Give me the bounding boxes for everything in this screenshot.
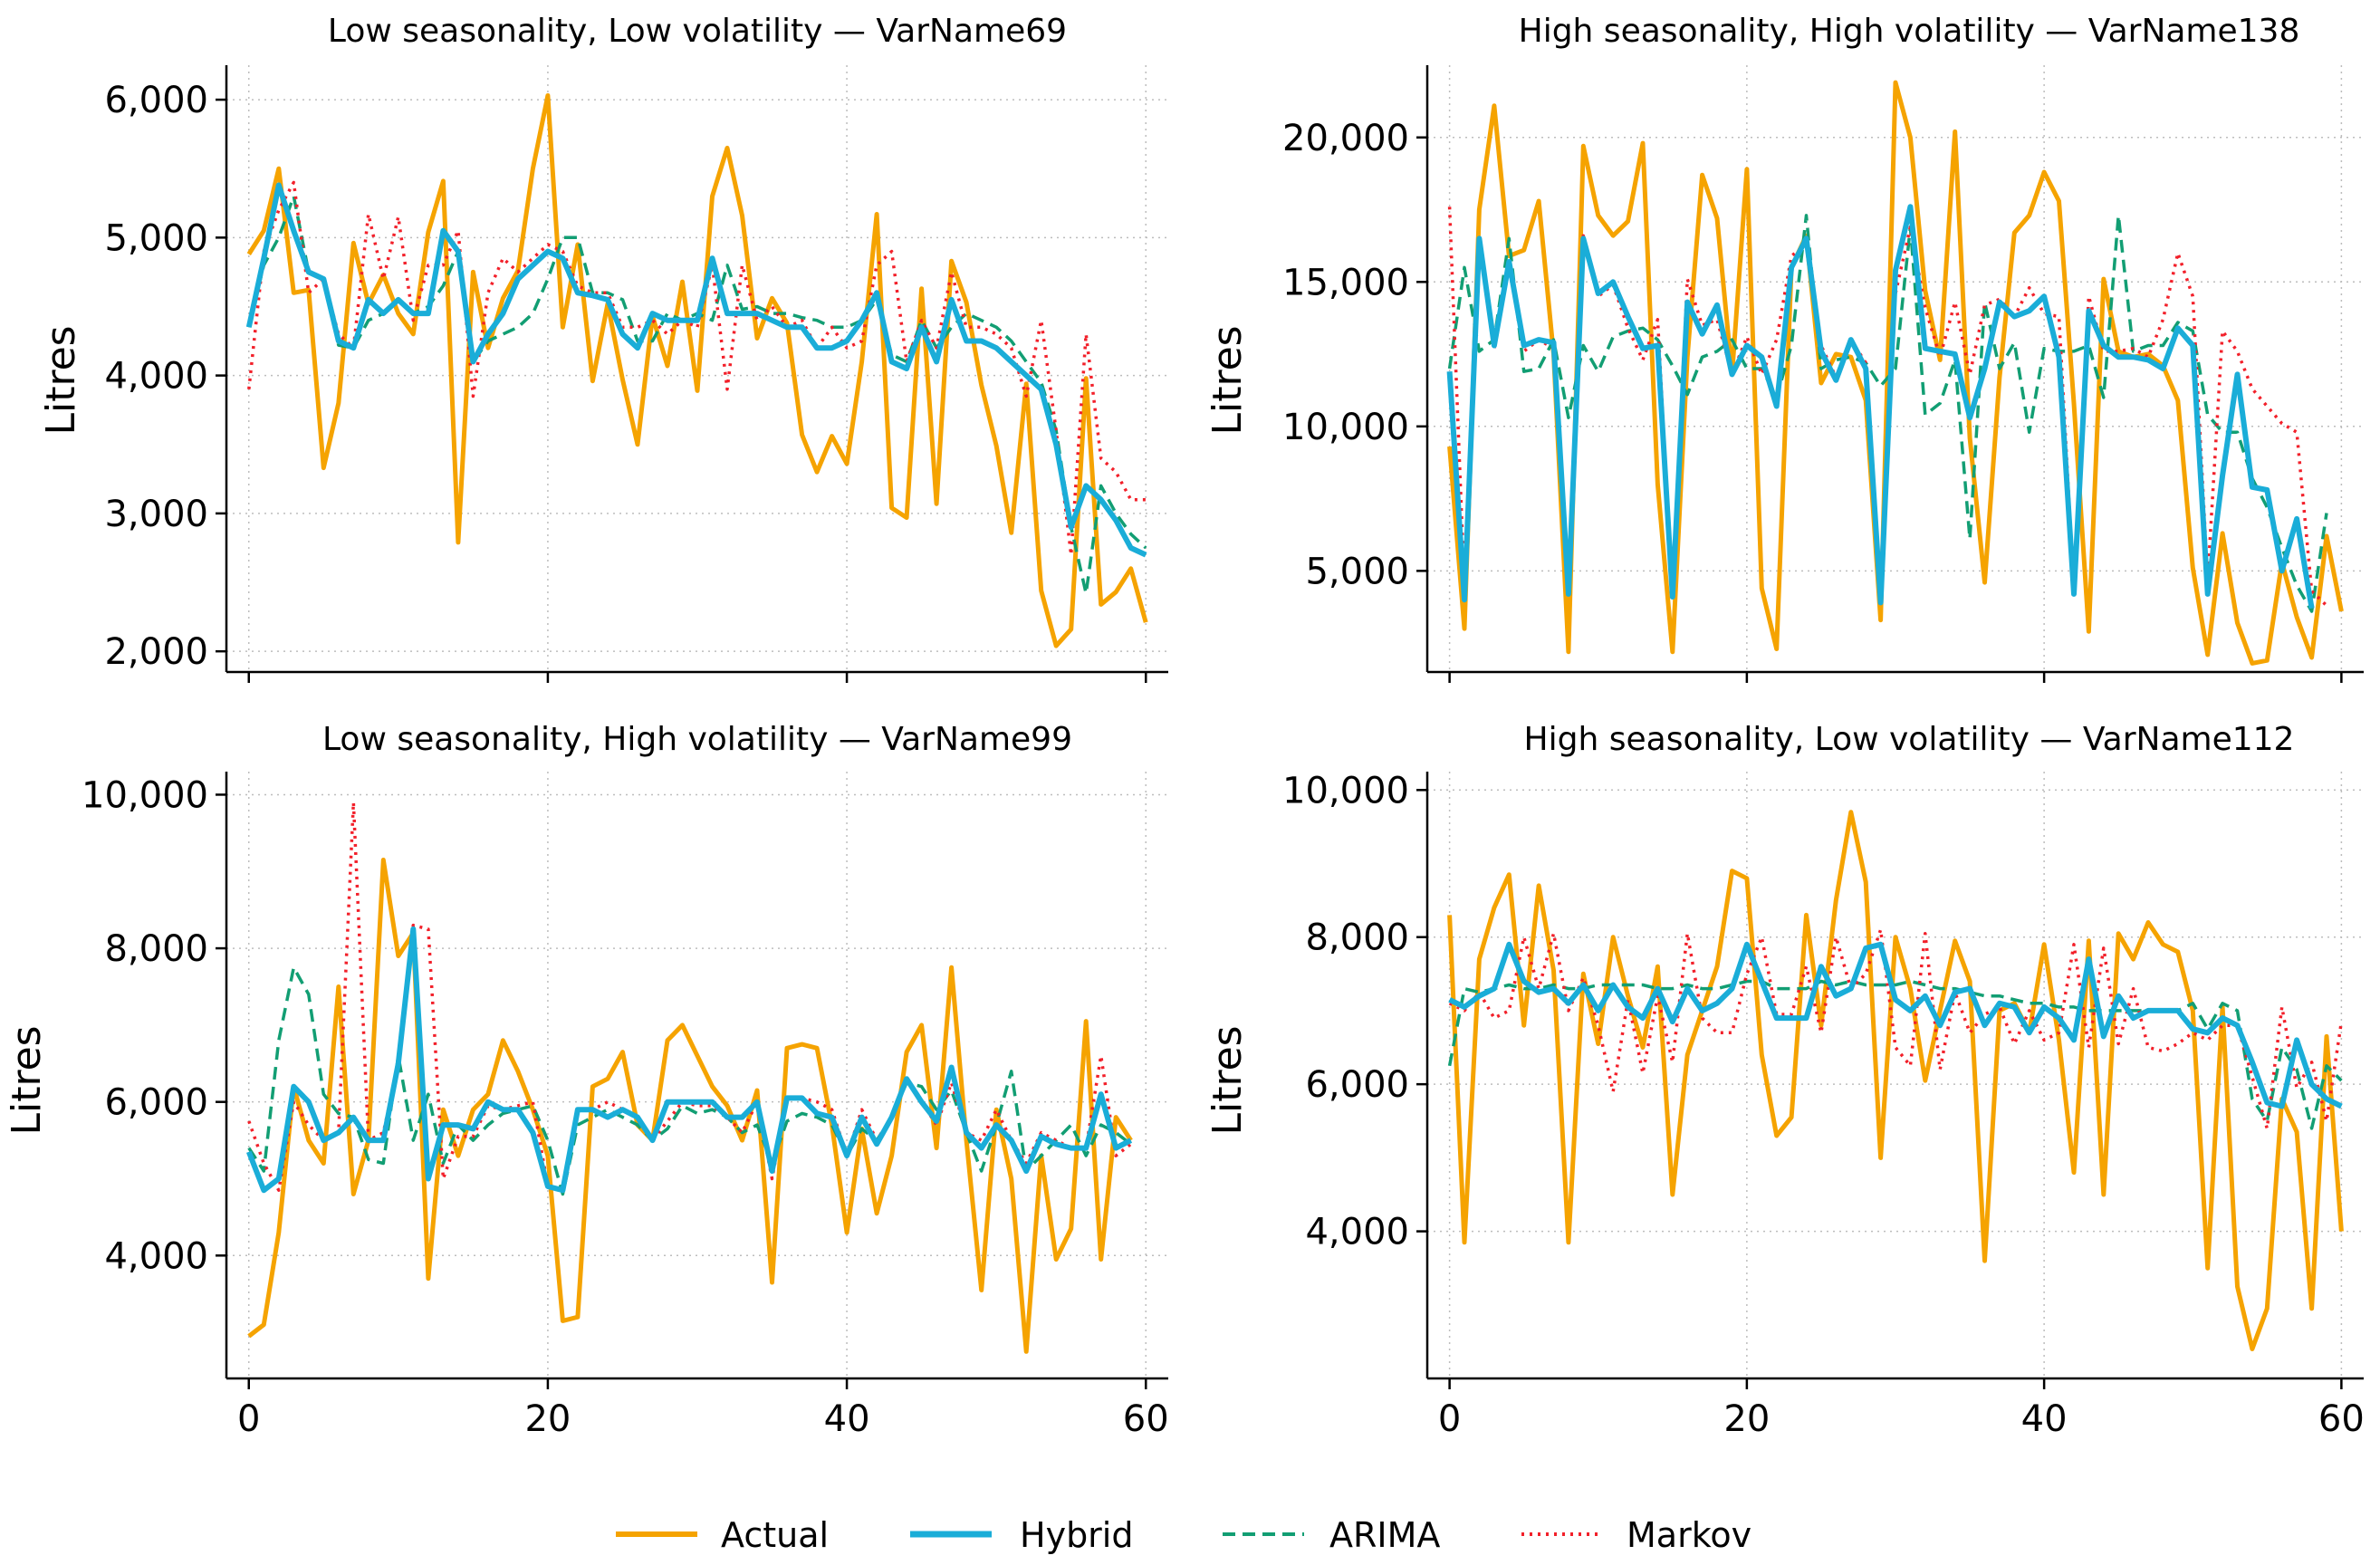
y-axis-label: Litres	[1204, 1025, 1251, 1135]
x-tick-label: 60	[2318, 1398, 2365, 1440]
series-line-hybrid	[1448, 941, 2343, 1109]
y-tick-label: 15,000	[1282, 262, 1409, 303]
chart-panel-2: High seasonality, High volatility — VarN…	[1204, 13, 2364, 683]
legend-label-arima: ARIMA	[1329, 1515, 1440, 1555]
chart-title: Low seasonality, High volatility — VarNa…	[322, 721, 1072, 758]
series-line-markov	[247, 801, 1132, 1192]
y-tick-label: 6,000	[104, 80, 208, 121]
y-tick-label: 5,000	[1305, 551, 1409, 592]
x-tick-label: 60	[1123, 1398, 1169, 1440]
y-tick-label: 5,000	[104, 217, 208, 259]
legend-label-markov: Markov	[1627, 1515, 1751, 1555]
legend-label-actual: Actual	[721, 1515, 829, 1555]
x-tick-label: 20	[524, 1398, 571, 1440]
y-tick-label: 8,000	[1305, 917, 1409, 959]
series-line-actual	[247, 858, 1133, 1354]
series-line-actual	[246, 93, 1148, 648]
y-tick-label: 6,000	[1305, 1064, 1409, 1106]
y-tick-label: 20,000	[1282, 118, 1409, 159]
x-tick-label: 20	[1723, 1398, 1770, 1440]
series-line-hybrid	[246, 926, 1133, 1194]
y-axis-label: Litres	[1204, 325, 1251, 435]
y-axis-label: Litres	[4, 1025, 50, 1135]
legend-label-hybrid: Hybrid	[1020, 1515, 1134, 1555]
x-tick-label: 0	[237, 1398, 260, 1440]
series-line-arima	[1447, 979, 2343, 1130]
y-tick-label: 10,000	[1282, 407, 1409, 448]
chart-title: High seasonality, High volatility — VarN…	[1519, 13, 2300, 50]
legend-item-markov[interactable]: Markov	[1521, 1515, 1751, 1555]
y-tick-label: 8,000	[104, 928, 208, 970]
y-tick-label: 10,000	[82, 774, 208, 816]
y-tick-label: 10,000	[1282, 770, 1409, 811]
y-tick-label: 6,000	[104, 1082, 208, 1124]
legend: Actual Hybrid ARIMA Markov	[616, 1515, 1751, 1555]
chart-panel-4: High seasonality, Low volatility — VarNa…	[1204, 721, 2365, 1440]
chart-title: Low seasonality, Low volatility — VarNam…	[328, 13, 1067, 50]
chart-panel-1: Low seasonality, Low volatility — VarNam…	[38, 13, 1168, 683]
y-tick-label: 4,000	[1305, 1212, 1409, 1253]
y-tick-label: 4,000	[104, 1235, 208, 1277]
y-axis-label: Litres	[38, 325, 84, 435]
y-tick-label: 2,000	[104, 631, 208, 673]
y-tick-label: 3,000	[104, 494, 208, 535]
legend-item-hybrid[interactable]: Hybrid	[910, 1515, 1134, 1555]
series-line-hybrid	[245, 182, 1147, 558]
series-line-arima	[247, 965, 1132, 1196]
chart-title: High seasonality, Low volatility — VarNa…	[1524, 721, 2295, 758]
x-tick-label: 40	[824, 1398, 870, 1440]
legend-item-actual[interactable]: Actual	[616, 1515, 829, 1555]
series-line-actual	[1447, 810, 2344, 1351]
x-tick-label: 0	[1438, 1398, 1461, 1440]
x-tick-label: 40	[2021, 1398, 2068, 1440]
chart-panel-3: Low seasonality, High volatility — VarNa…	[4, 721, 1169, 1440]
legend-item-arima[interactable]: ARIMA	[1223, 1515, 1440, 1555]
y-tick-label: 4,000	[104, 356, 208, 398]
series-line-hybrid	[1446, 204, 2315, 610]
series-line-actual	[1447, 80, 2344, 666]
